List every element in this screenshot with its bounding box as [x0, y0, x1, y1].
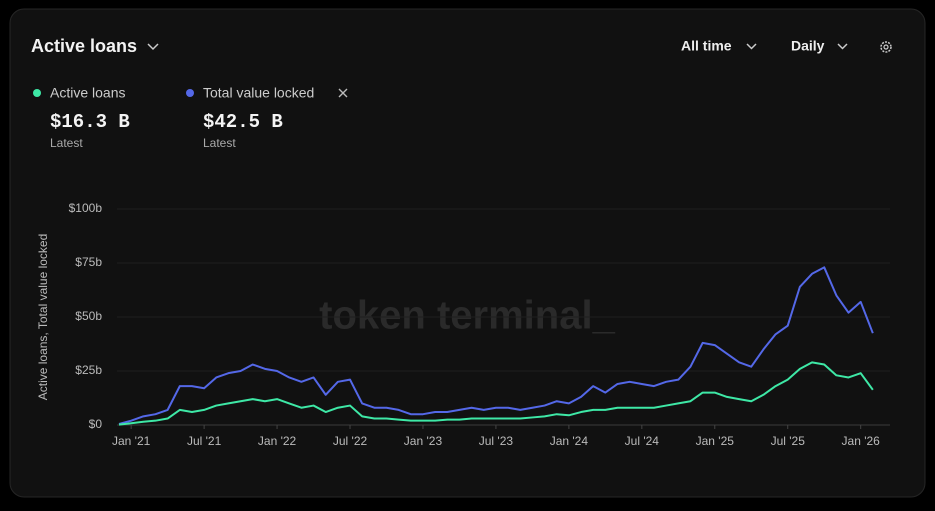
latest-value: $42.5 B — [203, 111, 283, 133]
x-tick-label: Jan '21 — [112, 434, 151, 448]
x-tick-label: Jan '22 — [258, 434, 297, 448]
x-tick-label: Jul '21 — [187, 434, 222, 448]
y-tick-label: $50b — [75, 309, 102, 323]
settings-icon[interactable] — [880, 41, 892, 53]
x-tick-label: Jul '22 — [333, 434, 368, 448]
x-tick-label: Jan '23 — [404, 434, 443, 448]
x-tick-label: Jan '26 — [842, 434, 881, 448]
y-tick-label: $100b — [69, 201, 103, 215]
interval-select[interactable]: Daily — [791, 38, 825, 54]
chevron[interactable] — [746, 43, 757, 50]
remove-series[interactable] — [338, 88, 348, 98]
y-tick-label: $25b — [75, 363, 102, 377]
x-tick-label: Jan '24 — [550, 434, 589, 448]
x-tick-label: Jul '24 — [625, 434, 660, 448]
legend-label: Active loans — [50, 85, 125, 101]
y-axis-label: Active loans, Total value locked — [36, 234, 50, 401]
watermark: token terminal_ — [319, 294, 615, 338]
legend-swatch — [186, 89, 194, 97]
chevron[interactable] — [837, 43, 848, 50]
series-line — [118, 266, 874, 425]
x-tick-label: Jul '25 — [771, 434, 806, 448]
y-tick-label: $75b — [75, 255, 102, 269]
y-tick-label: $0 — [89, 417, 103, 431]
x-tick-label: Jul '23 — [479, 434, 514, 448]
latest-value: $16.3 B — [50, 111, 130, 133]
latest-caption: Latest — [203, 136, 236, 150]
chart-title[interactable]: Active loans — [31, 36, 137, 56]
chevron[interactable] — [147, 43, 159, 51]
range-select[interactable]: All time — [681, 38, 732, 54]
legend-swatch — [33, 89, 41, 97]
series-line — [118, 361, 874, 426]
latest-caption: Latest — [50, 136, 83, 150]
x-tick-label: Jan '25 — [696, 434, 735, 448]
card — [9, 8, 926, 498]
legend-label: Total value locked — [203, 85, 314, 101]
